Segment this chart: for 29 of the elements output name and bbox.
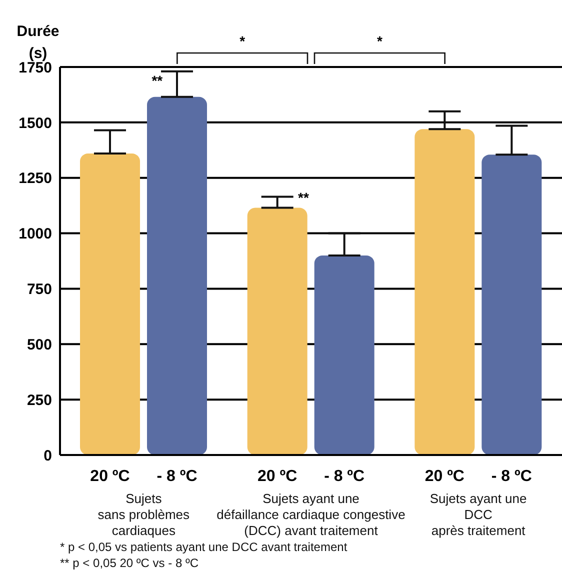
text: * p < 0,05 vs patients ayant une DCC avant traitement xyxy=(60,540,348,554)
bar xyxy=(80,153,140,455)
bracket: * xyxy=(176,33,308,64)
y-tick-label: 0 xyxy=(44,447,52,464)
y-tick-label: 1000 xyxy=(18,226,52,243)
y-axis-title: Durée (s) xyxy=(16,23,60,62)
bar xyxy=(247,208,308,455)
series-label: - 8 ºC xyxy=(156,468,198,485)
x-tick-label: Sujets ayant une DCC après traitement xyxy=(430,491,527,538)
bar xyxy=(147,96,207,455)
y-tick-label: 250 xyxy=(26,392,52,409)
text: 20 ºC xyxy=(424,468,464,485)
text: - 8 ºC xyxy=(324,468,365,485)
bar xyxy=(314,255,374,455)
series-label: 20 ºC xyxy=(90,468,130,485)
y-tick-label: 750 xyxy=(26,281,52,298)
bracket: * xyxy=(314,33,446,64)
text: ** p < 0,05 20 ºC vs - 8 ºC xyxy=(60,556,199,570)
bar xyxy=(482,154,542,455)
y-tick-label: 500 xyxy=(26,336,52,354)
x-tick-label: Sujets sans problèmes cardiaques xyxy=(98,491,190,538)
y-tick-label: 1500 xyxy=(18,114,52,132)
x-tick-label: Sujets ayant une défaillance cardiaque congestive (DCC) avant traitement xyxy=(216,491,406,538)
text: 20 ºC xyxy=(258,468,298,485)
y-tick-label: 1250 xyxy=(18,170,52,188)
annotation: ** xyxy=(298,190,310,206)
bar xyxy=(414,129,475,455)
text: - 8 ºC xyxy=(491,468,532,485)
annotation: ** xyxy=(152,72,164,88)
